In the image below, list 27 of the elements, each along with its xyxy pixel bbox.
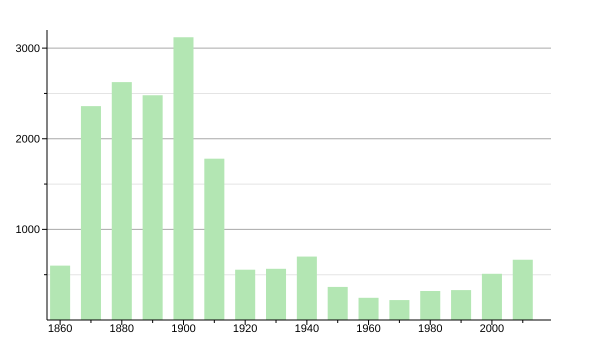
bar: [512, 260, 533, 320]
y-tick-label: 1000: [16, 224, 40, 236]
x-tick-label: 1920: [232, 323, 258, 335]
x-tick-label: 1980: [418, 323, 442, 335]
x-tick-label: 1860: [48, 323, 72, 335]
y-tick-label: 3000: [16, 42, 40, 55]
bar: [204, 158, 224, 320]
bar: [266, 268, 286, 320]
bar: [358, 298, 379, 320]
bar: [451, 290, 472, 320]
x-tick-label: 1960: [356, 323, 381, 335]
bar: [482, 274, 502, 320]
bar: [112, 82, 132, 320]
bar: [80, 106, 101, 320]
x-tick-label: 1880: [110, 323, 134, 335]
bar: [50, 266, 70, 320]
bar: [420, 291, 440, 320]
bar: [142, 95, 163, 320]
bar: [389, 300, 410, 320]
y-tick-label: 2000: [16, 134, 40, 146]
x-tick-label: 1940: [294, 323, 320, 335]
bar: [328, 286, 348, 320]
bar: [235, 270, 256, 320]
x-tick-label: 1900: [171, 323, 196, 335]
x-tick-label: 2000: [480, 323, 504, 335]
bar: [173, 37, 194, 320]
bar: [296, 256, 317, 320]
